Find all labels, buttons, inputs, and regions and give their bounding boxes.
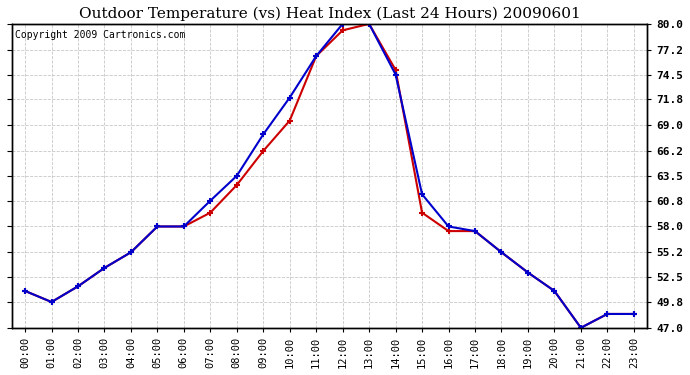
Text: Copyright 2009 Cartronics.com: Copyright 2009 Cartronics.com [15,30,186,40]
Title: Outdoor Temperature (vs) Heat Index (Last 24 Hours) 20090601: Outdoor Temperature (vs) Heat Index (Las… [79,7,580,21]
